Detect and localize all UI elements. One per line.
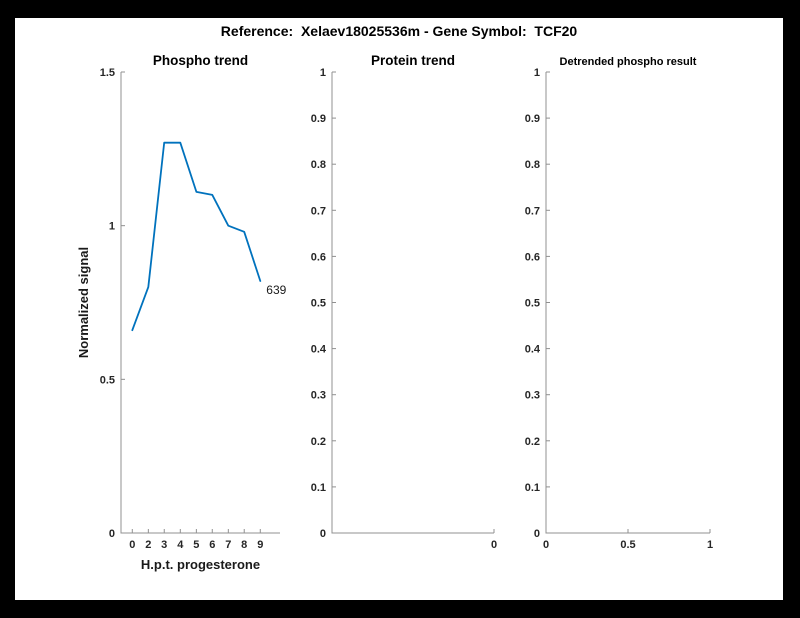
x-tick-label: 0 — [491, 539, 497, 551]
y-tick-label: 1.5 — [100, 67, 115, 79]
chart-detrended-phospho-result: 0 0.1 0.2 0.3 0.4 0.5 0.6 0.7 0.8 0.9 1 0 0.5 1 Detren… — [525, 56, 713, 551]
x-tick-label: 3 — [161, 539, 167, 551]
x-tick-label: 0 — [543, 539, 549, 551]
y-tick-label: 0.9 — [525, 113, 540, 125]
y-tick-label: 0.9 — [311, 113, 326, 125]
trend-line — [131, 141, 262, 332]
y-tick-label: 0.3 — [525, 390, 540, 402]
chart-protein-trend: 0 0.1 0.2 0.3 0.4 0.5 0.6 0.7 0.8 0.9 1 0 Protein tr… — [311, 53, 497, 551]
y-tick-label: 0.5 — [311, 298, 326, 310]
chart-title: Detrended phospho result — [560, 56, 697, 68]
x-tick-label: 0.5 — [620, 539, 635, 551]
y-tick-label: 0 — [534, 528, 540, 540]
x-tick-label: 9 — [257, 539, 263, 551]
y-tick-label: 0 — [109, 528, 115, 540]
y-tick-label: 1 — [534, 67, 540, 79]
axes-frame — [331, 72, 494, 534]
y-tick-label: 0.5 — [100, 374, 115, 386]
axes-frame — [545, 72, 710, 534]
y-tick-label: 0 — [320, 528, 326, 540]
figure-window: Reference: Xelaev18025536m - Gene Symbol… — [15, 18, 783, 600]
y-tick-label: 0.5 — [525, 298, 540, 310]
x-tick-label: 5 — [193, 539, 199, 551]
x-tick-label: 4 — [177, 539, 184, 551]
x-tick-label: 7 — [225, 539, 231, 551]
y-tick-label: 0.7 — [311, 205, 326, 217]
point-annotation: 639 — [266, 283, 286, 297]
y-tick-label: 0.6 — [525, 251, 540, 263]
x-tick-label: 8 — [241, 539, 247, 551]
y-tick-label: 0.2 — [311, 436, 326, 448]
x-axis-label: H.p.t. progesterone — [141, 557, 260, 572]
figure-title: Reference: Xelaev18025536m - Gene Symbol… — [220, 23, 578, 39]
y-tick-label: 0.6 — [311, 251, 326, 263]
y-tick-label: 0.8 — [525, 159, 540, 171]
y-axis-label: Normalized signal — [76, 247, 91, 358]
y-tick-label: 0.3 — [311, 390, 326, 402]
chart-title: Phospho trend — [153, 53, 248, 68]
axes-frame — [120, 72, 280, 534]
y-tick-label: 0.8 — [311, 159, 326, 171]
x-tick-label: 6 — [209, 539, 215, 551]
x-tick-label: 1 — [707, 539, 713, 551]
chart-title: Protein trend — [371, 53, 455, 68]
y-tick-label: 0.4 — [525, 344, 541, 356]
y-tick-label: 0.4 — [311, 344, 327, 356]
x-tick-label: 2 — [145, 539, 151, 551]
y-tick-label: 1 — [320, 67, 326, 79]
y-tick-label: 0.1 — [311, 482, 326, 494]
y-tick-label: 0.1 — [525, 482, 540, 494]
y-tick-label: 1 — [109, 221, 115, 233]
x-tick-label: 0 — [129, 539, 135, 551]
y-tick-label: 0.7 — [525, 205, 540, 217]
y-tick-label: 0.2 — [525, 436, 540, 448]
